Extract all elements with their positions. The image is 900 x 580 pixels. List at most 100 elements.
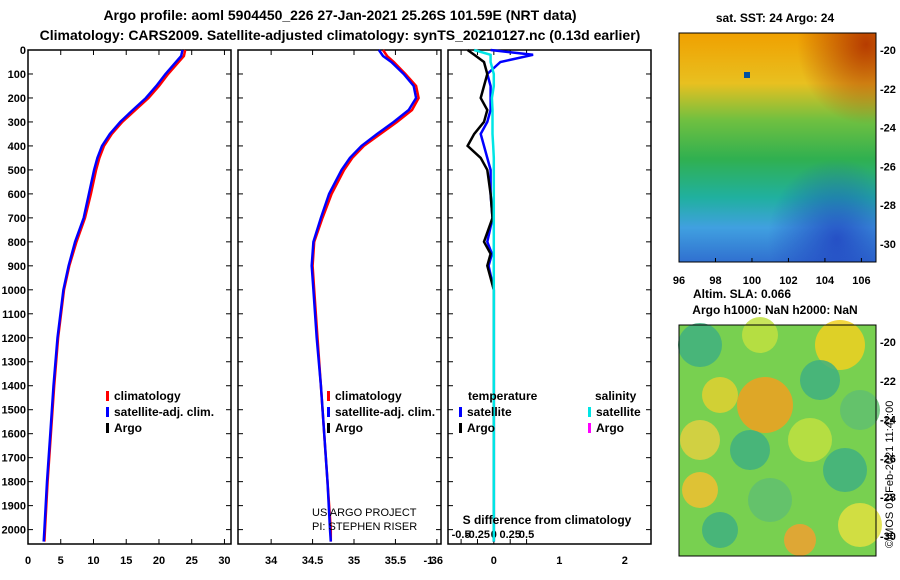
sst-axis: 96 98 100 102 104 106 -20 -22 -24 -26 -28 -30 — [673, 45, 897, 287]
sst-lon-label: 100 — [743, 275, 761, 287]
sla-blob — [702, 377, 738, 413]
sla-blob — [680, 420, 720, 460]
series-line-climatology — [311, 49, 420, 542]
sst-lon-label: 104 — [816, 275, 835, 287]
x-tick-label-secondary: 1 — [556, 555, 562, 567]
depth-tick-label: 600 — [8, 189, 26, 201]
depth-tick-label: 400 — [8, 141, 26, 153]
x-tick-label: -0.25 — [465, 529, 490, 541]
legend-swatch-climatology — [327, 391, 330, 401]
sla-lat-label: -28 — [880, 492, 896, 504]
sst-lon-label: 102 — [779, 275, 797, 287]
sla-lat-label: -26 — [880, 453, 896, 465]
sla-blob — [800, 360, 840, 400]
series-line-satellite-adj-clim- — [42, 49, 184, 542]
depth-tick-label: 1400 — [2, 381, 26, 393]
legend-label-temp-argo: Argo — [467, 421, 495, 435]
sla-map-frame — [678, 324, 877, 557]
legend-label-argo: Argo — [335, 421, 363, 435]
legend-swatch-satellite — [327, 407, 330, 417]
legend-label-sal-argo: Argo — [596, 421, 624, 435]
sst-lat-label: -28 — [880, 200, 896, 212]
sla-lat-label: -24 — [880, 415, 897, 427]
sla-blob — [788, 418, 832, 462]
sst-cool-patch — [679, 33, 876, 262]
x-tick-label: 0.25 — [499, 529, 520, 541]
x-tick-label: 35.5 — [385, 555, 406, 567]
legend-label-satellite: satellite-adj. clim. — [335, 405, 435, 419]
x-tick-label: 5 — [58, 555, 64, 567]
sla-blob — [702, 512, 738, 548]
x-tick-label: 34 — [265, 555, 278, 567]
legend-swatch-temp-satellite — [459, 407, 462, 417]
legend-swatch-satellite — [106, 407, 109, 417]
difference-title: S difference from climatology — [463, 513, 632, 527]
sst-map-frame — [678, 32, 877, 263]
x-tick-label: 25 — [186, 555, 198, 567]
x-tick-label-secondary: -1 — [423, 555, 433, 567]
sst-map — [678, 32, 877, 263]
series-line-temperature-satellite — [479, 48, 534, 542]
depth-axis: 0 100 200 300 400 500 600 700 800 900 1000 1100 1200… — [2, 45, 26, 537]
legend-label-satellite: satellite-adj. clim. — [114, 405, 214, 419]
sla-lat-label: -30 — [880, 531, 896, 543]
legend-label-temp-satellite: satellite — [467, 405, 512, 419]
sst-lat-label: -26 — [880, 161, 896, 173]
sla-blob — [678, 323, 722, 367]
sla-blob — [748, 478, 792, 522]
depth-tick-label: 900 — [8, 261, 26, 273]
profile-lines — [42, 48, 534, 542]
header-line1: Argo profile: aoml 5904450_226 27-Jan-20… — [103, 7, 576, 23]
depth-tick-label: 1000 — [2, 285, 26, 297]
sla-blob — [840, 390, 880, 430]
legend-swatch-climatology — [106, 391, 109, 401]
credit-pi: PI: STEPHEN RISER — [312, 521, 417, 533]
legend-swatch-sal-argo — [588, 423, 591, 433]
depth-tick-label: 1100 — [2, 309, 26, 321]
depth-tick-label: 300 — [8, 117, 26, 129]
legend-label-argo: Argo — [114, 421, 142, 435]
depth-tick-label: 700 — [8, 213, 26, 225]
x-tick-label: 35 — [348, 555, 360, 567]
x-tick-label: -0.5 — [452, 529, 471, 541]
legend-title-salinity: salinity — [595, 389, 637, 403]
depth-tick-label: 1600 — [2, 429, 26, 441]
sla-lat-label: -20 — [880, 337, 896, 349]
sst-lon-label: 98 — [709, 275, 721, 287]
sla-blob — [737, 377, 793, 433]
depth-tick-label: 1700 — [2, 453, 26, 465]
legend-label-climatology: climatology — [114, 389, 181, 403]
salinity-panel — [237, 49, 442, 545]
depth-tick-label: 100 — [8, 69, 26, 81]
depth-tick-label: 1300 — [2, 357, 26, 369]
series-line-climatology — [43, 49, 187, 542]
axis-ticks: 0 5 10 15 20 25 30 34 34.5 35 35.5 36 -0.5-0.25 0 0.25… — [25, 49, 651, 567]
sla-blob — [784, 524, 816, 556]
depth-tick-label: 1800 — [2, 477, 26, 489]
sla-blob — [823, 448, 867, 492]
depth-tick-label: 1900 — [2, 501, 26, 513]
x-tick-label: 15 — [120, 555, 132, 567]
x-tick-label-secondary: 0 — [491, 555, 497, 567]
legend-swatch-argo — [106, 423, 109, 433]
legend-label-sal-satellite: satellite — [596, 405, 641, 419]
header-line2: Climatology: CARS2009. Satellite-adjuste… — [40, 27, 641, 43]
legend-label-climatology: climatology — [335, 389, 402, 403]
sst-lat-label: -30 — [880, 239, 896, 251]
sla-blobs — [678, 317, 882, 556]
legend-swatch-temp-argo — [459, 423, 462, 433]
sla-blob — [815, 320, 865, 370]
sla-map — [678, 317, 882, 557]
depth-tick-label: 0 — [20, 45, 26, 57]
legend-difference-panel: temperature satellite Argo salinity sate… — [459, 389, 641, 527]
sla-lat-label: -22 — [880, 376, 896, 388]
sst-lat-label: -24 — [880, 123, 897, 135]
x-tick-label: 10 — [87, 555, 99, 567]
legend-temperature-panel: climatology satellite-adj. clim. Argo — [106, 389, 214, 435]
imos-credit: ©IMOS 01-Feb-2021 11:42:00 — [884, 401, 896, 548]
x-tick-label: 0 — [25, 555, 31, 567]
sst-lon-label: 96 — [673, 275, 685, 287]
sla-blob — [838, 503, 882, 547]
x-tick-label: 34.5 — [302, 555, 323, 567]
